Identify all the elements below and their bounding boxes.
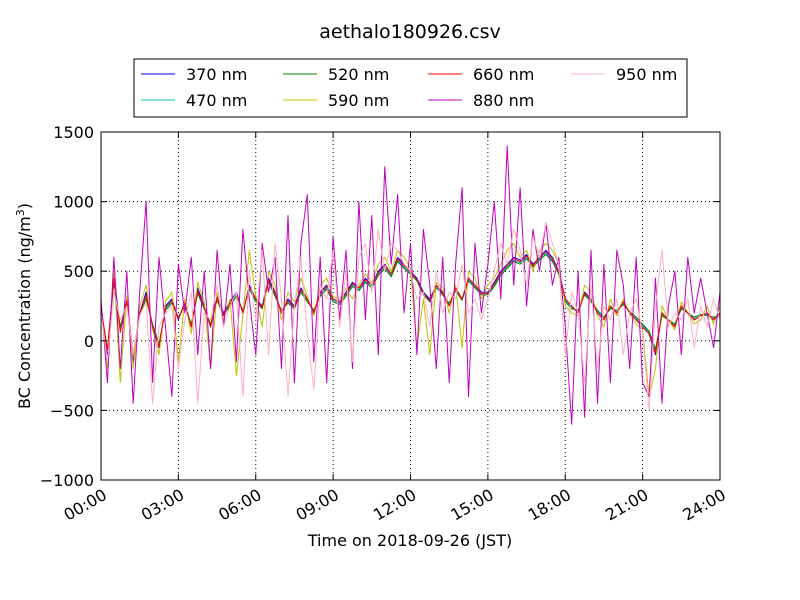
- y-axis-label-main: BC Concentration (ng/m: [15, 216, 34, 409]
- legend-label: 950 nm: [616, 65, 677, 84]
- chart-title: aethalo180926.csv: [319, 21, 501, 43]
- series-lines: [100, 145, 721, 425]
- series-line-880-nm: [100, 145, 721, 425]
- y-axis-label-superscript: 3: [14, 209, 27, 216]
- legend-label: 660 nm: [473, 65, 534, 84]
- series-line-950-nm: [100, 222, 721, 411]
- legend: 370 nm 470 nm 520 nm 590 nm 660 nm 880 nm 950 …: [133, 58, 688, 118]
- legend-label: 370 nm: [186, 65, 247, 84]
- y-axis-label: BC Concentration (ng/m3): [14, 203, 34, 409]
- legend-label: 880 nm: [473, 91, 534, 110]
- legend-label: 590 nm: [328, 91, 389, 110]
- y-tick-label: 0: [84, 332, 94, 351]
- y-tick-label: −500: [50, 401, 94, 420]
- y-tick-label: 500: [63, 262, 94, 281]
- legend-entries: 370 nm 470 nm 520 nm 590 nm 660 nm 880 nm 950 …: [141, 65, 677, 110]
- y-tick-label: 1500: [53, 123, 94, 142]
- y-tick-label: 1000: [53, 193, 94, 212]
- x-axis-label: Time on 2018-09-26 (JST): [307, 531, 512, 550]
- legend-label: 470 nm: [186, 91, 247, 110]
- series-line-590-nm: [100, 242, 721, 397]
- legend-frame: [133, 58, 688, 118]
- legend-label: 520 nm: [328, 65, 389, 84]
- y-tick-label: −1000: [40, 471, 94, 490]
- y-axis-label-tail: ): [15, 203, 34, 209]
